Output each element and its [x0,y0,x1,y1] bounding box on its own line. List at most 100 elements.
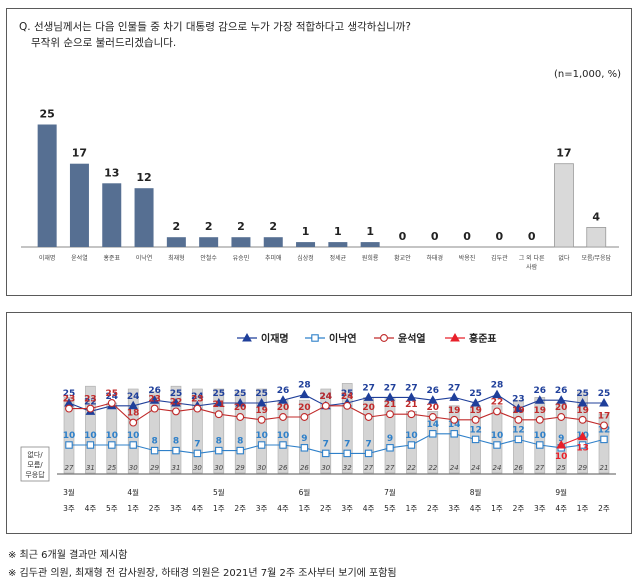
bar [199,237,219,247]
bar-value-label: 0 [463,230,471,243]
series-point [599,397,609,407]
undecided-bar [598,413,610,474]
series-point [343,401,352,410]
series-value-label: 25 [234,389,247,399]
series-value-label: 24 [191,392,204,402]
undecided-value-label: 27 [364,464,373,472]
bar-category-label: 이재명 [39,254,56,262]
bar-value-label: 13 [104,166,119,179]
series-value-label: 10 [405,431,418,441]
series-point [578,415,587,424]
undecided-value-label: 25 [557,464,566,472]
series-point [449,392,460,401]
series-point [213,397,224,407]
series-point [514,435,523,444]
undecided-value-label: 24 [471,464,480,472]
x-week-label: 4주 [470,504,482,513]
bar-category-label: 최재형 [168,254,185,262]
bar [231,237,251,247]
bar [134,188,154,247]
undecided-value-label: 31 [86,464,95,472]
legend-label: 홍준표 [469,332,497,345]
undecided-bar [213,388,225,474]
x-month-label: 7월 [384,487,396,497]
undecided-value-label: 26 [279,464,288,472]
undecided-value-label: 30 [321,464,330,472]
series-point [535,415,544,424]
x-week-label: 3주 [170,504,182,513]
undecided-bar [341,383,353,474]
series-point [300,413,309,421]
series-point [193,404,202,413]
series-value-label: 10 [534,431,547,441]
undecided-value-label: 29 [236,464,245,472]
x-week-label: 3주 [63,504,75,513]
series-point [235,397,246,407]
series-value-label: 12 [598,425,611,435]
bar [102,183,122,247]
series-value-label: 28 [298,381,311,391]
series-value-label: 28 [491,381,504,391]
bar-category-label: 하태경 [426,254,443,262]
series-point [129,441,137,449]
series-value-label: 23 [191,395,204,405]
series-value-label: 25 [255,389,268,399]
undecided-value-label: 22 [428,464,437,472]
series-point [278,395,288,404]
series-point [600,421,608,430]
candidate-bar-chart: 25 이재명 17 윤석열 13 홍준표 12 이낙연 2 최재형 2 안철수 2 유승민 2 추미애 1 심상정… [21,108,619,271]
series-point [108,441,116,449]
series-value-label: 19 [448,406,461,416]
x-week-label: 1주 [577,504,589,513]
series-point [429,430,437,438]
series-value-label: 27 [448,383,461,393]
bar-value-label: 17 [72,147,87,160]
undecided-value-label: 30 [214,464,223,472]
undecided-value-label: 30 [193,464,202,472]
x-week-label: 2주 [234,504,246,513]
x-week-label: 4주 [363,504,375,513]
undecided-label-box [20,446,50,482]
series-point [107,399,116,407]
series-point [65,441,73,449]
bar-value-label: 2 [205,220,213,233]
legend-marker [242,332,252,342]
series-point [86,441,95,449]
series-value-label: 20 [234,403,247,413]
bar-category-label: 없다 [558,254,570,262]
x-week-label: 3주 [534,504,546,513]
x-month-label: 6월 [299,487,311,497]
x-month-label: 9월 [555,487,567,497]
undecided-bar [127,388,139,474]
undecided-bar [491,405,503,474]
bar-value-label: 1 [302,225,310,238]
undecided-bar [192,388,203,474]
series-value-label: 9 [387,434,393,444]
series-value-label: 12 [512,425,525,435]
undecided-bar [448,405,460,474]
footnote-1: ※ 최근 6개월 결과만 제시함 [8,550,128,561]
x-week-label: 3주 [341,504,353,513]
bar-category-label: 홍준표 [103,254,120,262]
series-value-label: 20 [362,403,375,413]
series-value-label: 10 [106,431,119,441]
series-point [427,395,438,404]
series-value-label: 13 [576,444,589,454]
undecided-bar [427,411,439,474]
bar-category-label: 원희룡 [362,254,379,262]
series-value-label: 7 [323,439,329,449]
series-point [257,441,266,449]
question-line-2: 무작위 순으로 불러드리겠습니다. [31,37,177,49]
series-value-label: 22 [491,397,504,407]
series-value-label: 18 [127,409,140,419]
undecided-bar [256,388,267,474]
bar-value-label: 0 [528,230,536,243]
x-week-label: 2주 [598,504,610,513]
bar-value-label: 1 [366,225,374,238]
undecided-value-label: 29 [150,464,159,472]
x-month-label: 8월 [470,487,482,497]
undecided-bar [234,391,246,474]
x-week-label: 3주 [448,504,460,513]
series-point [279,441,287,449]
series-value-label: 10 [555,452,568,462]
